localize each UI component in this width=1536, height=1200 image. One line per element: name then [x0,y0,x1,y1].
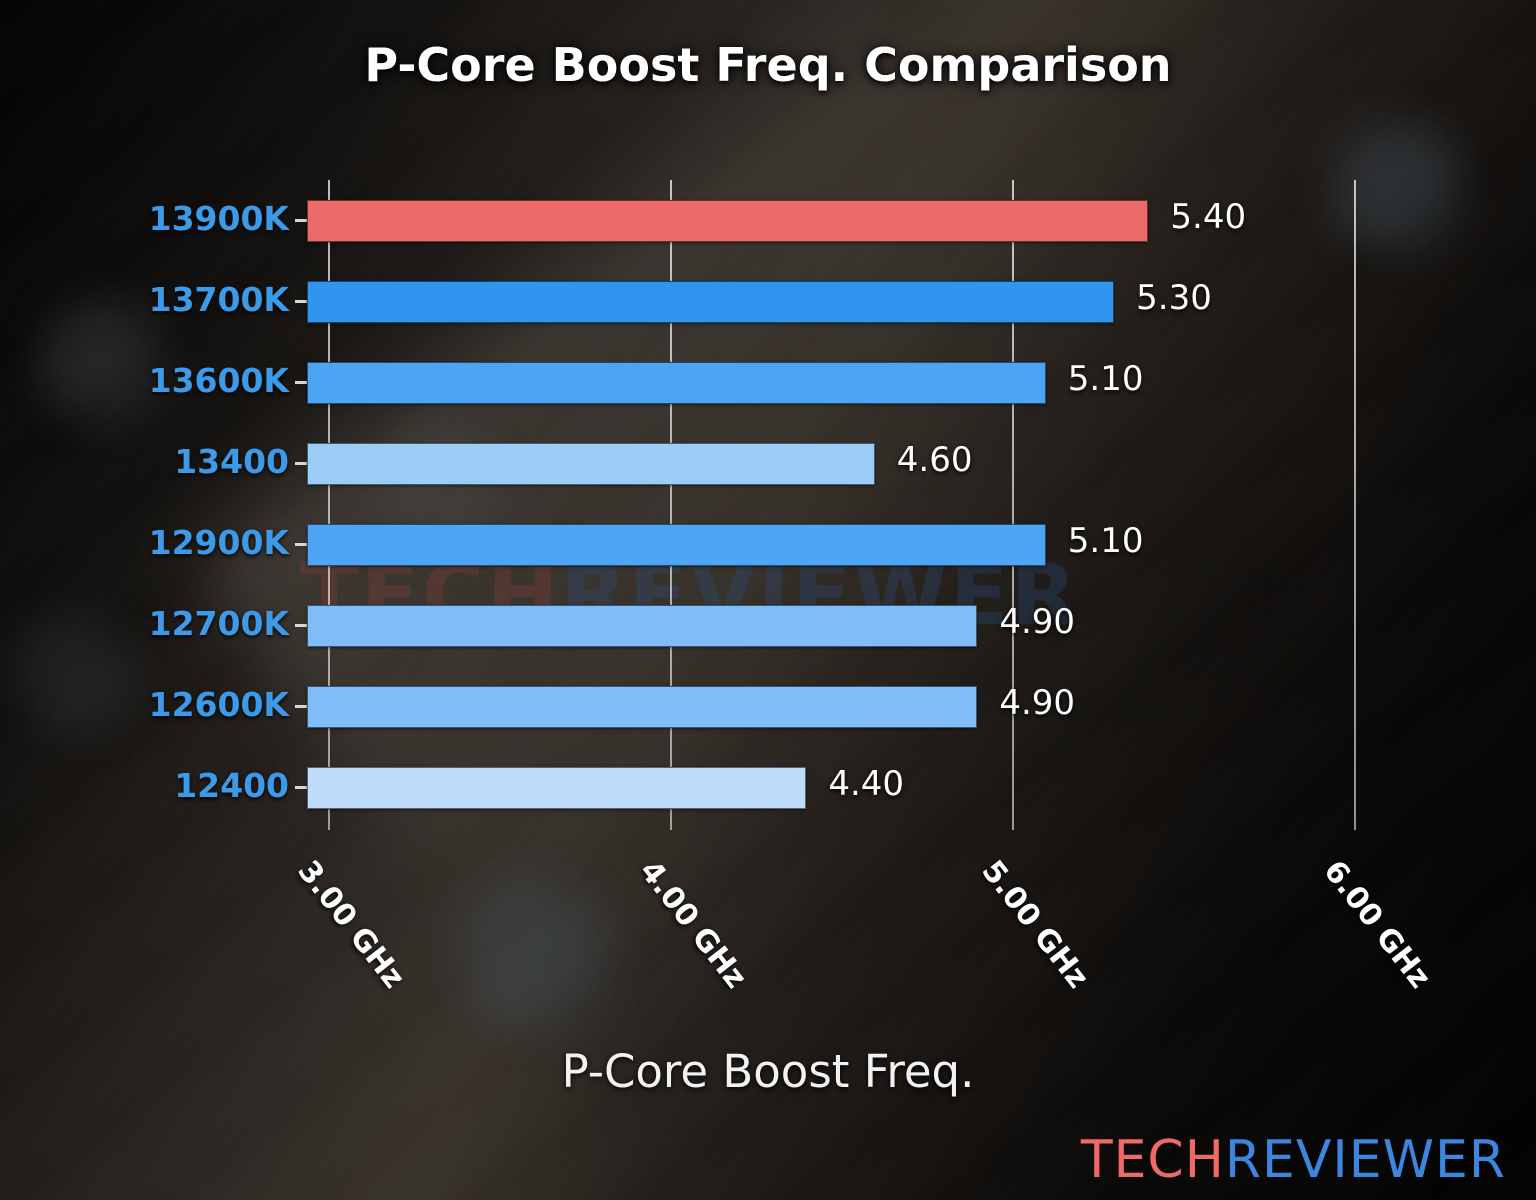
y-axis-tick-mark [295,786,307,789]
y-axis-tick-mark [295,543,307,546]
bar-13400[interactable] [307,443,875,485]
value-label-13700K: 5.30 [1136,278,1212,318]
y-axis-tick-mark [295,381,307,384]
y-axis-label-13400: 13400 [174,442,289,481]
bar-13900K[interactable] [307,200,1149,242]
y-axis-label-13700K: 13700K [148,280,289,319]
plot-area [295,180,1422,830]
bar-row [295,261,1422,342]
brand-logo-part-b: REVIEWER [1224,1130,1506,1190]
bar-13700K[interactable] [307,281,1115,323]
value-label-12600K: 4.90 [999,683,1076,723]
gridline-3-00-ghz [327,180,330,830]
bar-12600K[interactable] [307,686,978,728]
bar-12900K[interactable] [307,524,1046,566]
bar-row [295,180,1422,261]
value-label-13900K: 5.40 [1170,197,1247,237]
bar-row [295,585,1422,666]
gridline-6-00-ghz [1353,180,1356,830]
y-axis-label-12700K: 12700K [148,604,289,643]
y-axis-tick-mark [295,462,307,465]
value-label-12400: 4.40 [828,764,905,804]
chart-title: P-Core Boost Freq. Comparison [364,38,1172,92]
background-bokeh-2 [460,880,610,1030]
bar-row [295,747,1422,828]
x-axis-label: P-Core Boost Freq. [561,1045,975,1098]
value-label-12700K: 4.90 [999,602,1076,642]
background-bokeh-1 [40,300,160,420]
bar-13600K[interactable] [307,362,1046,404]
y-axis-label-12600K: 12600K [148,685,289,724]
y-axis-tick-mark [295,300,307,303]
bar-row [295,423,1422,504]
bar-12400[interactable] [307,767,807,809]
bar-row [295,666,1422,747]
gridline-5-00-ghz [1011,180,1014,830]
background-bokeh-4 [20,620,130,730]
bar-12700K[interactable] [307,605,978,647]
value-label-13400: 4.60 [896,440,973,480]
background-bokeh-3 [1330,120,1460,250]
y-axis-label-13900K: 13900K [148,199,289,238]
y-axis-tick-mark [295,219,307,222]
value-label-12900K: 5.10 [1067,521,1144,561]
y-axis-tick-mark [295,705,307,708]
y-axis-tick-mark [295,624,307,627]
gridline-4-00-ghz [669,180,672,830]
bar-row [295,342,1422,423]
bar-row [295,504,1422,585]
value-label-13600K: 5.10 [1067,359,1144,399]
y-axis-label-12900K: 12900K [148,523,289,562]
y-axis-label-12400: 12400 [174,766,289,805]
brand-logo-part-a: TECH [1080,1130,1225,1190]
brand-logo: TECHREVIEWER [1081,1130,1506,1190]
y-axis-label-13600K: 13600K [148,361,289,400]
